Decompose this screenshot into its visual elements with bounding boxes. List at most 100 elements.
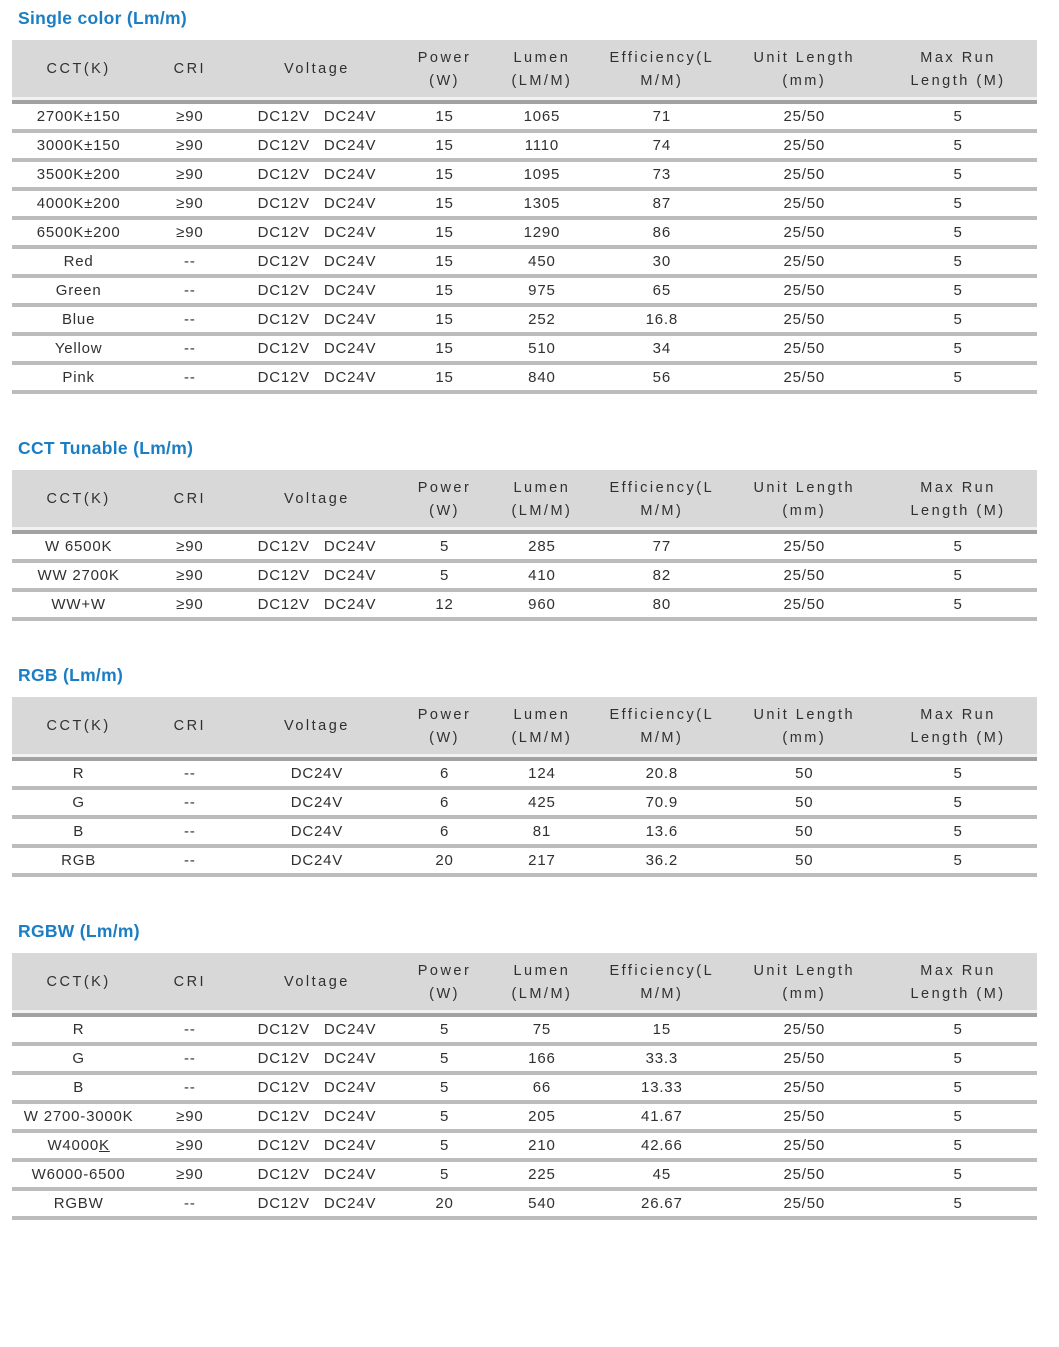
cell: 5 — [399, 561, 490, 592]
cell: 5 — [399, 1102, 490, 1133]
header-row: CCT(K) CRI Voltage Power (W) Lumen (LM/M) Effic… — [12, 953, 1037, 1017]
column-header-line1: Lumen — [513, 962, 571, 979]
column-header-line2: (mm) — [782, 730, 827, 746]
column-header-efficiency-l: Efficiency(L M/M) — [594, 470, 730, 534]
cell: 5 — [879, 532, 1037, 563]
cell: ≥90 — [145, 102, 235, 133]
cell: 25/50 — [729, 131, 880, 162]
cell: DC12V DC24V — [234, 363, 400, 394]
cell: 5 — [399, 1015, 490, 1046]
cell: 82 — [594, 561, 730, 592]
cell: 5 — [879, 218, 1037, 249]
cell: G — [12, 788, 146, 819]
column-header-line1: Voltage — [283, 718, 350, 735]
cell: DC12V DC24V — [234, 1131, 400, 1162]
cell: 25/50 — [729, 1044, 880, 1075]
table-row: 2700K±150 ≥90 DC12V DC24V 15 1065 71 25/50 5 — [12, 102, 1037, 133]
column-header-efficiency-l: Efficiency(L M/M) — [594, 953, 730, 1017]
column-header-line1: CRI — [173, 491, 207, 508]
spec-table: CCT(K) CRI Voltage Power (W) Lumen (LM/M) Effic… — [12, 953, 1037, 1220]
cell: 5 — [879, 1102, 1037, 1133]
cell: DC12V DC24V — [234, 561, 400, 592]
cell: 45 — [594, 1160, 730, 1191]
cell: 5 — [879, 788, 1037, 819]
cell: 25/50 — [729, 363, 880, 394]
cell: 166 — [489, 1044, 595, 1075]
column-header-power: Power (W) — [399, 40, 490, 104]
table-row: G -- DC24V 6 425 70.9 50 5 — [12, 788, 1037, 819]
column-header-line1: Efficiency(L — [609, 962, 715, 979]
cell: 5 — [399, 532, 490, 563]
cell: 840 — [489, 363, 595, 394]
cell: WW+W — [12, 590, 146, 621]
cell: -- — [145, 1189, 235, 1220]
cell: 15 — [399, 247, 490, 278]
spec-section-cct-tunable-lm-m: CCT Tunable (Lm/m) CCT(K) CRI Voltage Power (… — [12, 438, 1037, 621]
cell: -- — [145, 817, 235, 848]
cell: 34 — [594, 334, 730, 365]
cell: Pink — [12, 363, 146, 394]
cell: -- — [145, 247, 235, 278]
cell: 20.8 — [594, 759, 730, 790]
table-row: W 6500K ≥90 DC12V DC24V 5 285 77 25/50 5 — [12, 532, 1037, 563]
cell: 25/50 — [729, 247, 880, 278]
column-header-power: Power (W) — [399, 953, 490, 1017]
spec-section-single-color-lm-m: Single color (Lm/m) CCT(K) CRI Voltage Power… — [12, 8, 1037, 394]
table-row: B -- DC24V 6 81 13.6 50 5 — [12, 817, 1037, 848]
section-title: RGB (Lm/m) — [18, 665, 124, 685]
cell: RGBW — [12, 1189, 146, 1220]
cell: 5 — [879, 1073, 1037, 1104]
cell: ≥90 — [145, 160, 235, 191]
cell: 25/50 — [729, 561, 880, 592]
cell: ≥90 — [145, 218, 235, 249]
cell: 540 — [489, 1189, 595, 1220]
cell: DC24V — [234, 759, 400, 790]
cell: 25/50 — [729, 160, 880, 191]
cell: 5 — [879, 247, 1037, 278]
column-header-line1: Voltage — [283, 491, 350, 508]
cell: 15 — [399, 305, 490, 336]
column-header-cct-k: CCT(K) — [12, 697, 146, 761]
column-header-line2: Length (M) — [910, 986, 1006, 1002]
column-header-cri: CRI — [145, 697, 235, 761]
column-header-line2: (W) — [429, 730, 460, 746]
cell: 65 — [594, 276, 730, 307]
cell: DC24V — [234, 846, 400, 877]
column-header-line2: (W) — [429, 503, 460, 519]
table-row: 3500K±200 ≥90 DC12V DC24V 15 1095 73 25/50 5 — [12, 160, 1037, 191]
column-header-line1: Max Run — [920, 49, 996, 66]
cell: 5 — [879, 1160, 1037, 1191]
cell: 50 — [729, 759, 880, 790]
table-row: R -- DC24V 6 124 20.8 50 5 — [12, 759, 1037, 790]
column-header-cct-k: CCT(K) — [12, 470, 146, 534]
table-row: W4000K ≥90 DC12V DC24V 5 210 42.66 25/50 5 — [12, 1131, 1037, 1162]
column-header-efficiency-l: Efficiency(L M/M) — [594, 697, 730, 761]
column-header-line1: Max Run — [920, 706, 996, 723]
cell: 20 — [399, 1189, 490, 1220]
cell: ≥90 — [145, 1131, 235, 1162]
cell: DC12V DC24V — [234, 305, 400, 336]
column-header-unit-length: Unit Length (mm) — [729, 953, 880, 1017]
cell: Green — [12, 276, 146, 307]
column-header-power: Power (W) — [399, 470, 490, 534]
cell: 1065 — [489, 102, 595, 133]
column-header-max-run: Max Run Length (M) — [879, 40, 1037, 104]
cell: DC12V DC24V — [234, 276, 400, 307]
column-header-line1: Lumen — [513, 49, 571, 66]
cell: 25/50 — [729, 1189, 880, 1220]
table-row: W 2700-3000K ≥90 DC12V DC24V 5 205 41.67 25/50… — [12, 1102, 1037, 1133]
cell: 80 — [594, 590, 730, 621]
cell: -- — [145, 788, 235, 819]
cell: 25/50 — [729, 590, 880, 621]
cell: RGB — [12, 846, 146, 877]
table-row: R -- DC12V DC24V 5 75 15 25/50 5 — [12, 1015, 1037, 1046]
cell: 124 — [489, 759, 595, 790]
section-title: RGBW (Lm/m) — [18, 921, 140, 941]
column-header-line2: (mm) — [782, 986, 827, 1002]
cell: 5 — [399, 1131, 490, 1162]
cell: Red — [12, 247, 146, 278]
header-row: CCT(K) CRI Voltage Power (W) Lumen (LM/M) Effic… — [12, 40, 1037, 104]
column-header-line1: Lumen — [513, 479, 571, 496]
cell: 5 — [879, 590, 1037, 621]
